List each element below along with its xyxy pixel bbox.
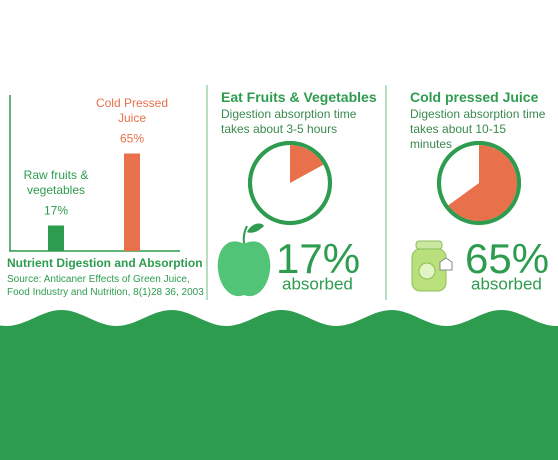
big-value-label: 17% bbox=[276, 235, 360, 282]
apple-icon bbox=[217, 223, 271, 297]
panel-title: Eat Fruits & Vegetables bbox=[221, 89, 377, 105]
pie-ring bbox=[248, 141, 332, 225]
pie-ring bbox=[437, 141, 521, 225]
value-label: 17% bbox=[44, 204, 68, 218]
panel-subtitle: Digestion absorption time takes about 3-… bbox=[221, 107, 357, 136]
panel-subtitle: Digestion absorption time takes about 10… bbox=[410, 107, 546, 151]
source: Source: Anticaner Effects of Green Juice… bbox=[7, 274, 204, 298]
bar bbox=[124, 153, 140, 251]
pie-slice bbox=[290, 145, 324, 183]
juice-jar-icon bbox=[411, 240, 453, 292]
panel-title: Cold pressed Juice bbox=[410, 89, 539, 105]
category-label: Raw fruits & vegetables bbox=[23, 167, 89, 197]
bar bbox=[48, 225, 64, 251]
chart-title: Nutrient Digestion and Absorption bbox=[7, 256, 203, 270]
category-label: Cold Pressed Juice bbox=[95, 95, 169, 125]
big-value-label: 65% bbox=[465, 235, 549, 282]
caption: absorbed bbox=[471, 274, 542, 293]
wave-background bbox=[0, 310, 558, 460]
pie-slice bbox=[448, 145, 517, 221]
caption: absorbed bbox=[282, 274, 353, 293]
value-label: 65% bbox=[120, 132, 144, 146]
